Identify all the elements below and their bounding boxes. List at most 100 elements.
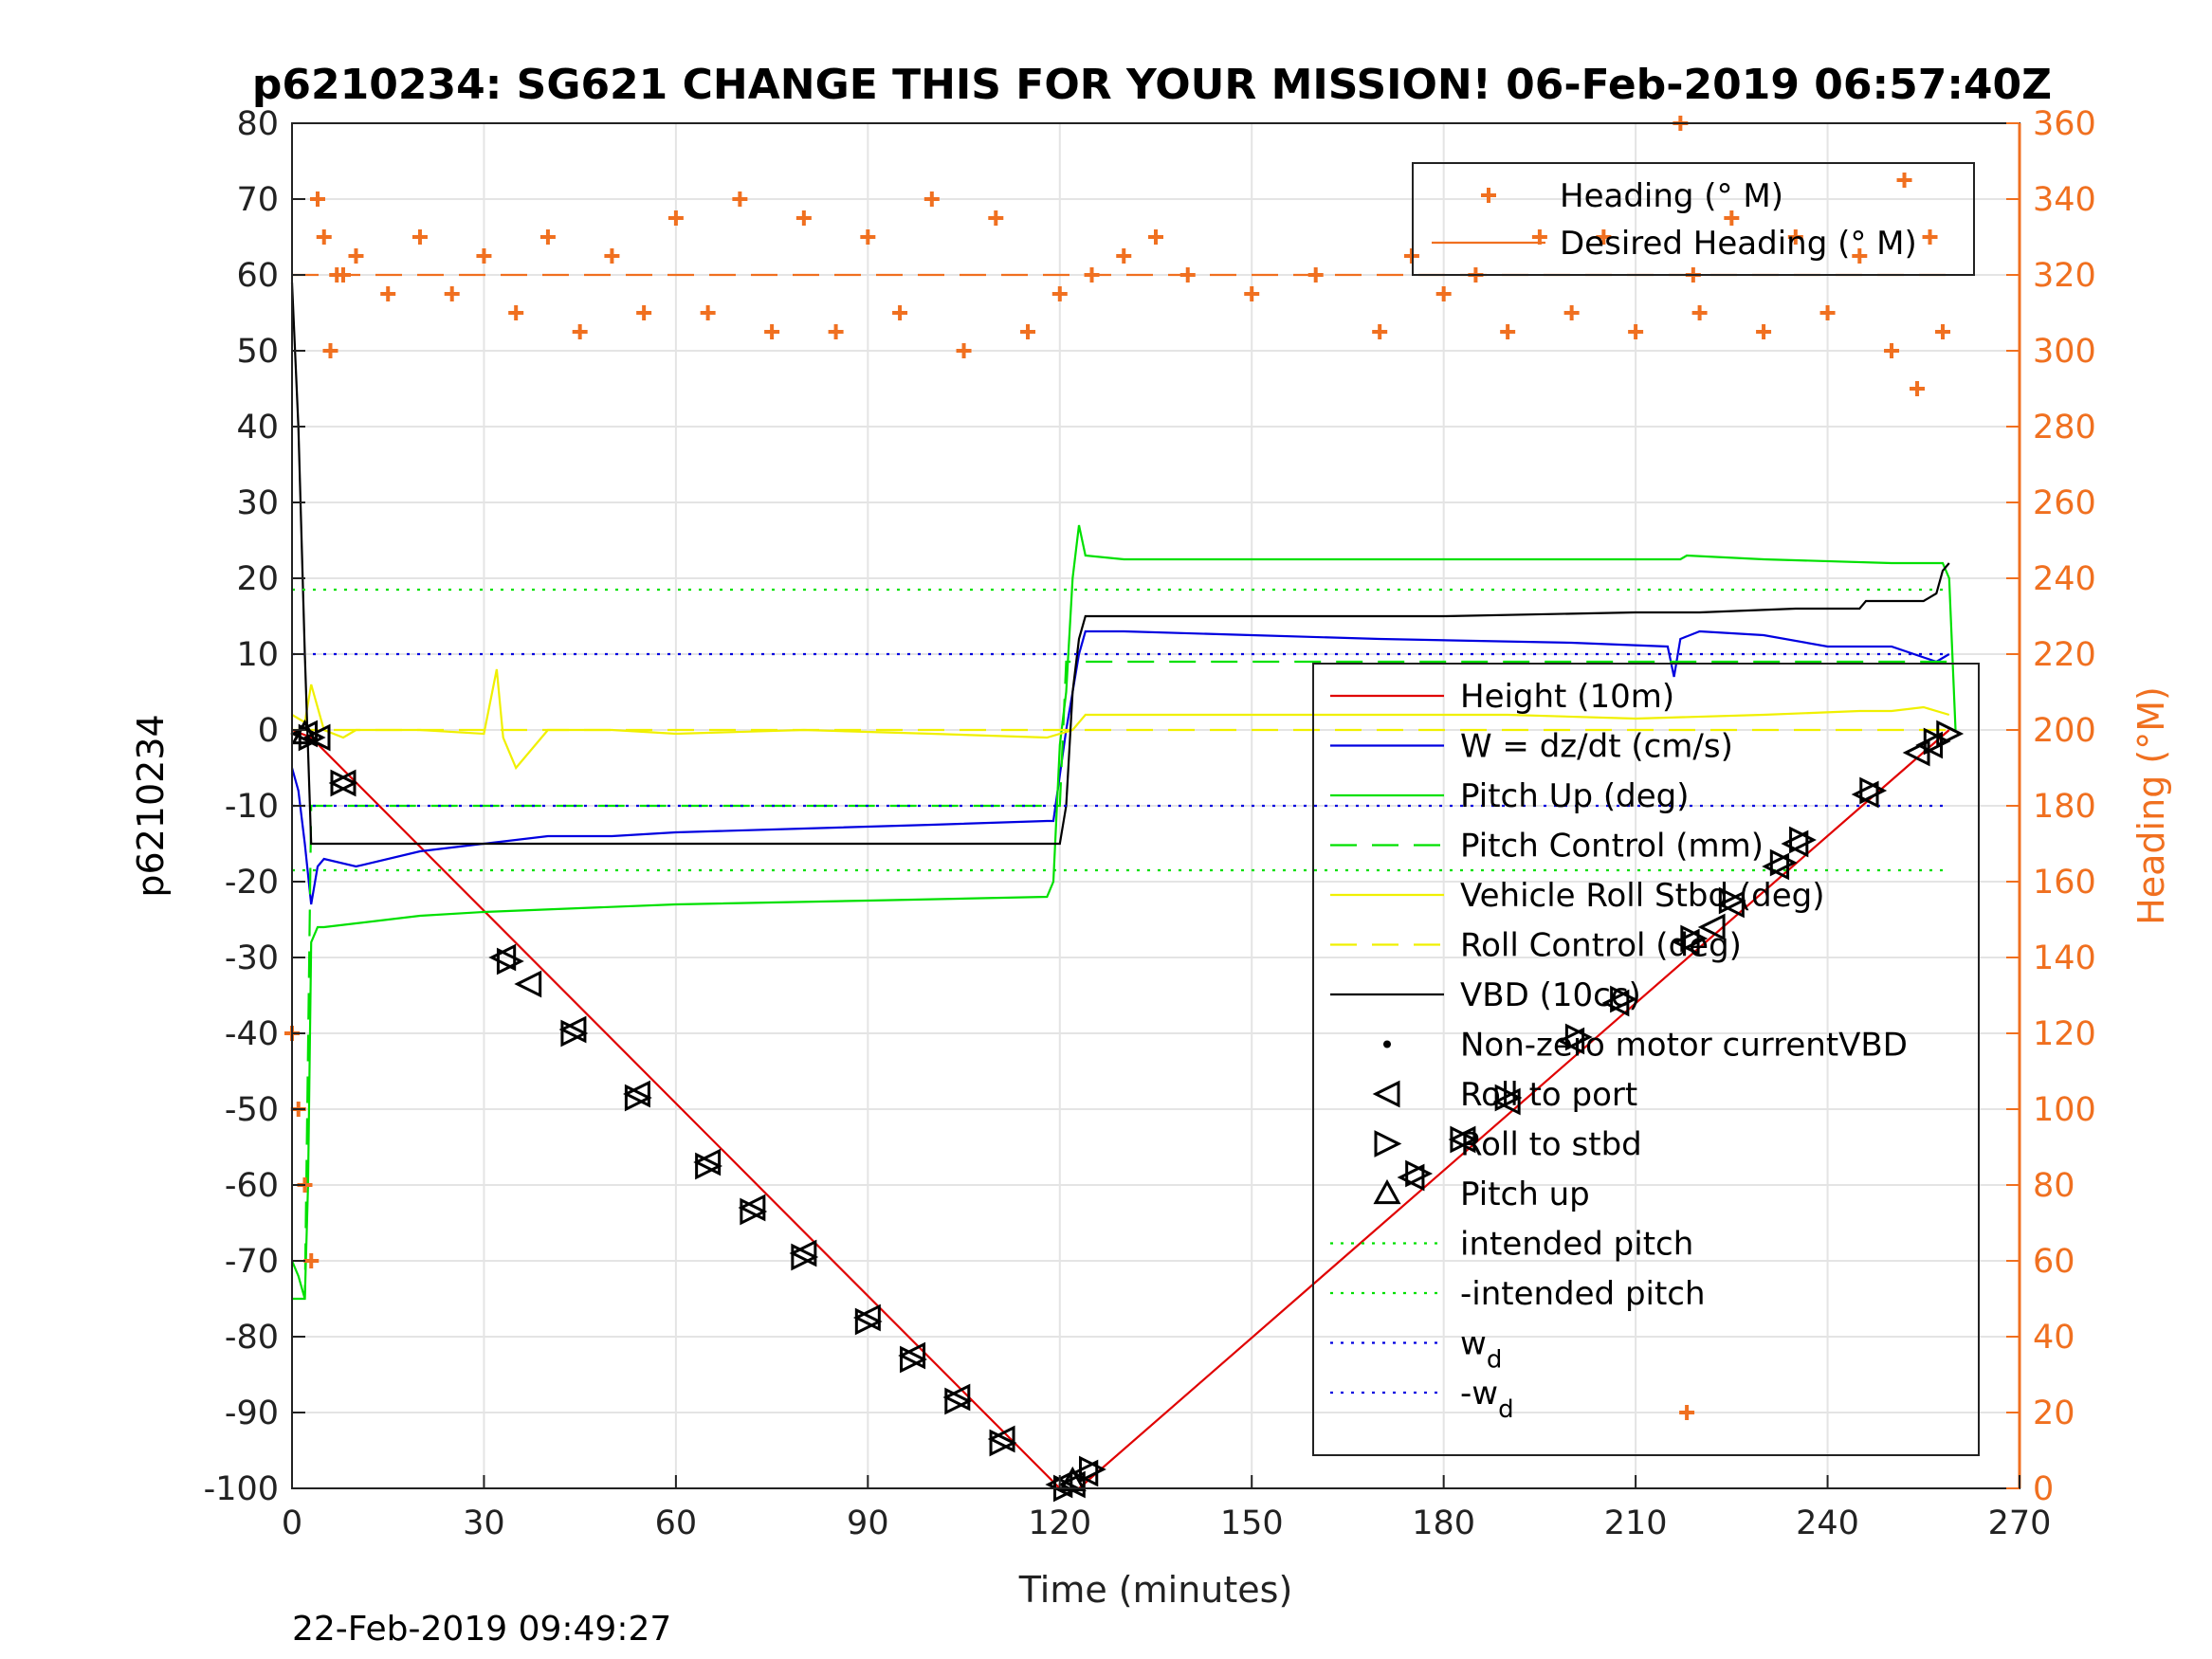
heading-point: [1372, 324, 1388, 339]
legend-heading-label: Heading (° M): [1560, 177, 1783, 215]
y2-tick-label: 340: [2033, 181, 2096, 219]
heading-point: [636, 305, 652, 320]
heading-point: [1020, 324, 1036, 339]
heading-point: [1679, 1405, 1695, 1420]
marker-roll-to-stbd: [854, 1307, 883, 1336]
y2-tick-label: 140: [2033, 939, 2096, 977]
legend-main-label: intended pitch: [1460, 1226, 1693, 1264]
heading-point: [1884, 343, 1900, 358]
marker-roll-to-stbd: [1923, 727, 1951, 756]
legend-main-swatch: [1374, 1130, 1402, 1158]
marker-roll-to-port: [942, 1383, 971, 1412]
heading-point: [1116, 248, 1132, 264]
marker-roll-to-stbd: [330, 769, 358, 797]
marker-roll-to-stbd: [944, 1387, 973, 1415]
heading-point: [348, 248, 364, 264]
marker-roll-to-port: [1697, 913, 1726, 941]
x-tick-label: 240: [1796, 1504, 1859, 1542]
marker-roll-to-port: [789, 1239, 817, 1267]
legend-main-label: Vehicle Roll Stbd (deg): [1460, 877, 1825, 915]
heading-point: [764, 324, 780, 339]
y-tick-label: 60: [236, 257, 279, 295]
heading-point: [1500, 324, 1516, 339]
x-tick-label: 210: [1604, 1504, 1668, 1542]
heading-point: [1148, 229, 1163, 245]
x-tick-label: 0: [282, 1504, 302, 1542]
plot-markers: [290, 719, 1965, 1503]
legend-main-swatch: [1372, 1080, 1400, 1108]
heading-point: [322, 343, 338, 358]
heading-point: [1819, 305, 1836, 320]
y-tick-label: 80: [236, 105, 279, 143]
heading-legend-box: [1412, 162, 1975, 276]
y-tick-label: -70: [225, 1243, 279, 1281]
y-tick-label: -10: [225, 788, 279, 826]
heading-point: [316, 229, 332, 245]
y2-tick-label: 80: [2033, 1167, 2075, 1205]
y-tick-label: 70: [236, 181, 279, 219]
legend-main-label: W = dz/dt (cm/s): [1460, 728, 1733, 766]
heading-point: [1435, 286, 1452, 301]
legend-main-swatch: [1373, 1178, 1401, 1205]
legend-heading-label: Desired Heading (° M): [1560, 225, 1917, 263]
y2-tick-label: 320: [2033, 257, 2096, 295]
y-tick-label: -20: [225, 864, 279, 902]
x-tick-label: 270: [1988, 1504, 2052, 1542]
marker-roll-to-port: [623, 1080, 650, 1108]
timestamp-footer: 22-Feb-2019 09:49:27: [292, 1610, 671, 1649]
marker-roll-to-stbd: [791, 1243, 819, 1271]
marker-roll-to-stbd: [1450, 1125, 1478, 1154]
y-tick-label: -80: [225, 1319, 279, 1357]
heading-point: [1691, 305, 1708, 320]
main-legend: Height (10m) W = dz/dt (cm/s) Pitch Up (de…: [1312, 663, 1980, 1456]
legend-main-label: VBD (10cc): [1460, 976, 1641, 1014]
legend-main-label: Roll Control (deg): [1460, 927, 1742, 965]
heading-point: [1563, 305, 1580, 320]
heading-point: [604, 248, 620, 264]
heading-point: [1910, 381, 1926, 396]
y-tick-label: 40: [236, 409, 279, 447]
y2-tick-label: 240: [2033, 560, 2096, 598]
y-axis-label: p6210234: [130, 714, 172, 897]
legend-main-label: Roll to stbd: [1460, 1126, 1642, 1164]
heading-point: [1596, 229, 1612, 245]
marker-roll-to-stbd: [740, 1197, 768, 1226]
marker-roll-to-stbd: [1494, 1084, 1523, 1112]
heading-point: [892, 305, 908, 320]
heading-point: [380, 286, 396, 301]
x-tick-label: 150: [1220, 1504, 1284, 1542]
heading-point: [539, 229, 556, 245]
marker-pitch-up: [1058, 1466, 1087, 1492]
marker-roll-to-port: [328, 769, 356, 797]
heading-point: [508, 305, 524, 320]
y-tick-label: -40: [225, 1015, 279, 1053]
heading-point: [309, 191, 325, 207]
legend-main-label: Pitch Up (deg): [1460, 777, 1689, 815]
heading-point: [1756, 324, 1772, 339]
x-tick-label: 90: [847, 1504, 889, 1542]
y2-axis-label: Heading (°M): [2130, 686, 2172, 925]
y-tick-label: 50: [236, 333, 279, 371]
heading-point: [1922, 229, 1938, 245]
markers-pitch-up: [290, 719, 1087, 1492]
y2-tick-label: 220: [2033, 636, 2096, 674]
heading-point: [1896, 173, 1912, 188]
y2-tick-label: 180: [2033, 788, 2096, 826]
legend-main-label: Roll to port: [1460, 1076, 1637, 1114]
marker-roll-to-stbd: [1936, 720, 1965, 748]
y2-tick-label: 260: [2033, 484, 2096, 522]
right-axis-ticks: 3603403203002802602402202001801601401201…: [2006, 105, 2096, 1508]
marker-roll-to-port: [514, 970, 542, 998]
y2-tick-label: 120: [2033, 1015, 2096, 1053]
y2-tick-label: 360: [2033, 105, 2096, 143]
heading-point: [572, 324, 588, 339]
left-axis-ticks: 80 70 60 50 40 30 20 10 0 -10 -20 -30 -40 -50 -60 -70 -8…: [204, 105, 305, 1508]
heading-point: [860, 229, 876, 245]
marker-roll-to-port: [1902, 738, 1930, 767]
heading-point: [1403, 248, 1419, 264]
heading-point: [988, 210, 1004, 226]
y-tick-label: 30: [236, 484, 279, 522]
marker-roll-to-stbd: [624, 1084, 652, 1112]
marker-roll-to-stbd: [1564, 1023, 1593, 1051]
y2-tick-label: 20: [2033, 1395, 2075, 1432]
